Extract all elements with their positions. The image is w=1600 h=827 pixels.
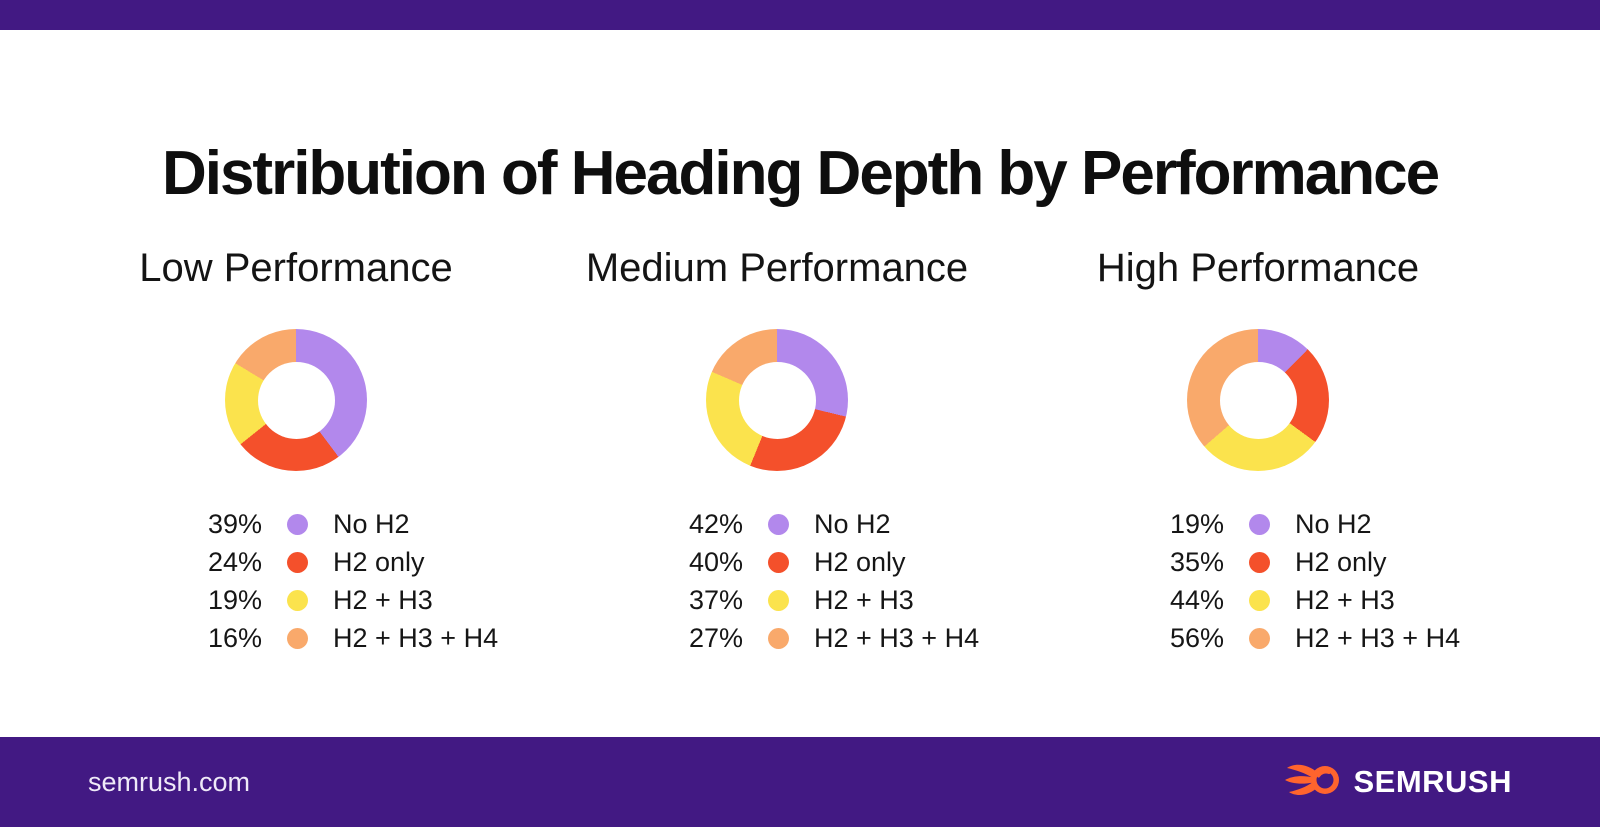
legend-row: 39% No H2	[202, 505, 536, 543]
chart-title-high: High Performance	[1096, 246, 1420, 290]
legend-percent: 19%	[1169, 508, 1224, 539]
legend-color-dot-h2-h3-h4	[287, 627, 308, 649]
legend-percent: 39%	[207, 508, 262, 539]
legend-low: 39% No H2 24% H2 only 19% H2 + H3 16% H2…	[202, 505, 536, 657]
legend-row: 42% No H2	[683, 505, 1017, 543]
chart-column-medium: Medium Performance 42% No H2 40% H2 only…	[537, 244, 1017, 657]
legend-label: H2 only	[814, 546, 906, 577]
legend-color-dot-h2-only	[287, 551, 308, 573]
legend-label: H2 + H3 + H4	[333, 622, 499, 653]
semrush-flame-ball-icon	[1285, 760, 1343, 805]
legend-percent: 44%	[1169, 584, 1224, 615]
donut-hole	[257, 361, 335, 439]
legend-high: 19% No H2 35% H2 only 44% H2 + H3 56% H2…	[1164, 505, 1498, 657]
legend-color-dot-h2-only	[1249, 551, 1270, 573]
semrush-wordmark: SEMRUSH	[1353, 764, 1512, 799]
donut-chart-high	[1187, 329, 1329, 471]
legend-label: H2 only	[1295, 546, 1387, 577]
legend-label: H2 + H3	[814, 584, 914, 615]
donut-chart-low	[225, 329, 367, 471]
legend-color-dot-no-h2	[287, 513, 308, 535]
legend-row: 56% H2 + H3 + H4	[1164, 619, 1498, 657]
legend-color-dot-h2-h3	[1249, 589, 1270, 611]
page-title: Distribution of Heading Depth by Perform…	[161, 138, 1440, 208]
chart-title-low: Low Performance	[139, 246, 453, 290]
legend-label: No H2	[1295, 508, 1372, 539]
legend-color-dot-no-h2	[768, 513, 789, 535]
site-url: semrush.com	[88, 766, 251, 797]
legend-label: H2 + H3 + H4	[1295, 622, 1461, 653]
legend-percent: 19%	[207, 584, 262, 615]
footer-banner: semrush.com SEMRUSH	[0, 737, 1600, 827]
legend-row: 19% No H2	[1164, 505, 1498, 543]
legend-color-dot-h2-h3	[287, 589, 308, 611]
legend-row: 37% H2 + H3	[683, 581, 1017, 619]
legend-percent: 24%	[207, 546, 262, 577]
legend-color-dot-no-h2	[1249, 513, 1270, 535]
chart-column-high: High Performance 19% No H2 35% H2 only 4…	[1018, 244, 1498, 657]
legend-color-dot-h2-h3-h4	[1249, 627, 1270, 649]
chart-column-low: Low Performance 39% No H2 24% H2 only 19…	[56, 244, 536, 657]
legend-color-dot-h2-h3-h4	[768, 627, 789, 649]
legend-medium: 42% No H2 40% H2 only 37% H2 + H3 27% H2…	[683, 505, 1017, 657]
legend-color-dot-h2-h3	[768, 589, 789, 611]
legend-percent: 37%	[688, 584, 743, 615]
donut-hole	[1219, 361, 1297, 439]
legend-label: No H2	[814, 508, 891, 539]
legend-percent: 27%	[688, 622, 743, 653]
legend-row: 24% H2 only	[202, 543, 536, 581]
legend-row: 16% H2 + H3 + H4	[202, 619, 536, 657]
legend-percent: 56%	[1169, 622, 1224, 653]
legend-label: H2 + H3	[333, 584, 433, 615]
donut-chart-medium	[706, 329, 848, 471]
legend-row: 35% H2 only	[1164, 543, 1498, 581]
legend-percent: 42%	[688, 508, 743, 539]
chart-title-medium: Medium Performance	[585, 246, 969, 290]
legend-label: H2 + H3 + H4	[814, 622, 980, 653]
legend-percent: 35%	[1169, 546, 1224, 577]
legend-percent: 16%	[207, 622, 262, 653]
semrush-logo: SEMRUSH	[1285, 760, 1512, 805]
legend-label: H2 + H3	[1295, 584, 1395, 615]
legend-row: 44% H2 + H3	[1164, 581, 1498, 619]
legend-row: 27% H2 + H3 + H4	[683, 619, 1017, 657]
legend-percent: 40%	[688, 546, 743, 577]
top-banner	[0, 0, 1600, 30]
legend-label: H2 only	[333, 546, 425, 577]
legend-color-dot-h2-only	[768, 551, 789, 573]
legend-row: 40% H2 only	[683, 543, 1017, 581]
donut-hole	[738, 361, 816, 439]
legend-row: 19% H2 + H3	[202, 581, 536, 619]
legend-label: No H2	[333, 508, 410, 539]
